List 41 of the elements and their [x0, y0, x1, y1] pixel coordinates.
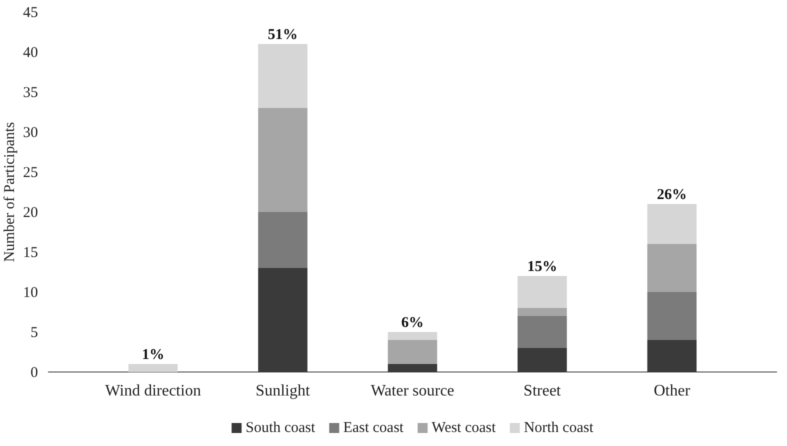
- x-tick-label: Street: [524, 382, 562, 400]
- bar: [258, 268, 308, 372]
- x-tick-label: Wind direction: [105, 382, 201, 400]
- bar: [518, 316, 567, 348]
- legend-label: East coast: [343, 420, 404, 436]
- legend-label: South coast: [246, 420, 316, 436]
- bar: [647, 204, 697, 244]
- annotation: 6%: [401, 315, 424, 331]
- annotation: 15%: [527, 259, 558, 275]
- bar: [258, 212, 308, 268]
- y-tick-label: 0: [30, 364, 38, 381]
- y-tick-label: 35: [23, 84, 38, 101]
- bar: [647, 340, 697, 372]
- y-tick-label: 10: [23, 284, 38, 301]
- bar: [258, 108, 308, 212]
- y-tick-label: 5: [30, 324, 38, 341]
- y-tick-label: 15: [23, 244, 38, 261]
- bar: [518, 276, 567, 308]
- legend-label: West coast: [432, 420, 497, 436]
- y-tick-label: 30: [23, 124, 38, 141]
- y-tick-label: 45: [23, 4, 38, 21]
- annotation: 51%: [268, 27, 298, 43]
- bar: [518, 348, 567, 372]
- legend-label: North coast: [524, 420, 594, 436]
- x-tick-label: Water source: [370, 382, 454, 400]
- bar: [258, 44, 308, 108]
- bar: [128, 364, 178, 372]
- y-tick-label: 40: [23, 44, 38, 61]
- bar: [388, 364, 438, 372]
- y-tick-label: 20: [23, 204, 38, 221]
- bar: [518, 308, 567, 316]
- bar: [647, 292, 697, 340]
- annotation: 26%: [656, 187, 687, 203]
- bar: [388, 332, 438, 340]
- annotation: 1%: [142, 347, 164, 363]
- x-tick-label: Sunlight: [256, 382, 310, 400]
- y-tick-label: 25: [23, 164, 38, 181]
- bar: [388, 340, 438, 364]
- x-tick-label: Other: [654, 382, 691, 400]
- bar: [647, 244, 697, 292]
- y-axis-title: Number of Participants: [2, 122, 18, 262]
